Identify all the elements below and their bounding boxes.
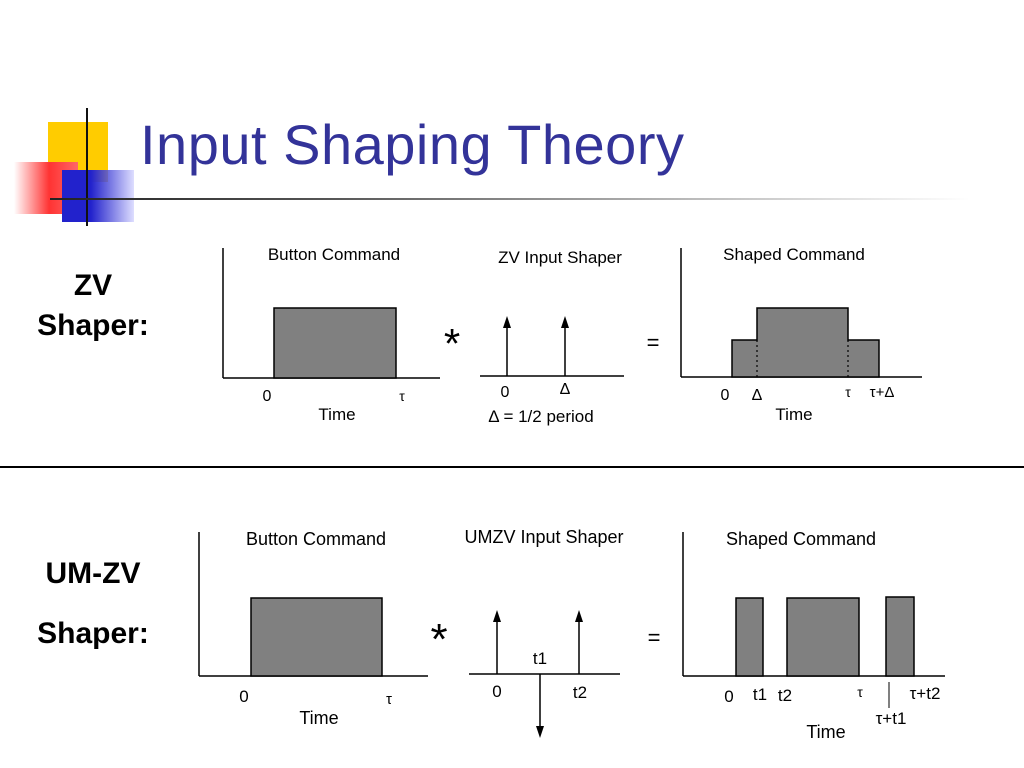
umzv-shaped-tick-t1: t1 bbox=[753, 685, 767, 704]
zv-shaped-xlabel: Time bbox=[775, 405, 812, 424]
zv-convolve-symbol: * bbox=[444, 320, 460, 367]
umzv-button-pulse bbox=[250, 597, 383, 677]
zv-button-command-title: Button Command bbox=[268, 245, 400, 264]
umzv-shaped-tick-tau-t2: τ+t2 bbox=[910, 684, 941, 703]
umzv-shaper-label: UM-ZV Shaper: bbox=[20, 554, 166, 654]
umzv-button-command-title: Button Command bbox=[246, 529, 386, 549]
umzv-button-tick-end: τ bbox=[386, 691, 392, 708]
umzv-impulse-t2-arrowhead bbox=[575, 610, 583, 622]
slide-title: Input Shaping Theory bbox=[140, 113, 685, 176]
zv-button-pulse bbox=[273, 307, 397, 379]
zv-equals-symbol: = bbox=[647, 330, 660, 355]
title-underline bbox=[50, 198, 970, 200]
zv-label-line2: Shaper: bbox=[37, 309, 149, 342]
zv-button-tick-end: τ bbox=[399, 388, 405, 404]
zv-shaped-tick-0: 0 bbox=[721, 387, 730, 404]
umzv-shaped-pulse-1 bbox=[735, 597, 764, 677]
umzv-input-shaper-plot: UMZV Input Shaper t1 0 t2 bbox=[464, 527, 624, 738]
umzv-shaped-pulse-3 bbox=[885, 596, 915, 677]
umzv-button-command-plot: Button Command 0 τ Time bbox=[198, 529, 428, 728]
zv-shaped-staircase bbox=[731, 307, 880, 378]
zv-button-command-plot: Button Command 0 τ Time bbox=[222, 245, 440, 424]
umzv-shaped-tick-tau: τ bbox=[857, 684, 863, 700]
umzv-shaped-title: Shaped Command bbox=[726, 529, 876, 549]
zv-input-shaper-plot: ZV Input Shaper 0 Δ Δ = 1/2 period bbox=[480, 248, 624, 426]
umzv-shaped-tick-t2: t2 bbox=[778, 686, 792, 705]
umzv-shaped-command-plot: Shaped Command 0 t1 t2 τ τ+t2 τ+t1 Time bbox=[682, 529, 945, 742]
zv-button-tick-start: 0 bbox=[263, 388, 272, 405]
zv-shaper-tick-0: 0 bbox=[501, 384, 510, 401]
umzv-label-line2: Shaper: bbox=[37, 617, 149, 650]
umzv-convolve-symbol: * bbox=[430, 615, 447, 664]
zv-shaped-title: Shaped Command bbox=[723, 245, 865, 264]
zv-shaper-tick-delta: Δ bbox=[560, 381, 571, 398]
zv-label-line1: ZV bbox=[73, 269, 113, 302]
section-divider bbox=[0, 466, 1024, 468]
zv-shaped-tick-delta: Δ bbox=[752, 387, 763, 404]
umzv-button-tick-start: 0 bbox=[239, 687, 248, 706]
zv-button-xlabel: Time bbox=[318, 405, 355, 424]
decor-vertical-line bbox=[86, 108, 88, 226]
zv-shaped-tick-tau: τ bbox=[845, 384, 851, 400]
umzv-shaper-tick-t2: t2 bbox=[573, 683, 587, 702]
zv-shaped-command-plot: Shaped Command 0 Δ τ τ+Δ Time bbox=[680, 245, 922, 424]
umzv-button-xlabel: Time bbox=[299, 708, 338, 728]
zv-impulse-delta-arrowhead bbox=[561, 316, 569, 328]
umzv-shaper-tick-t1: t1 bbox=[533, 649, 547, 668]
umzv-impulse-t1-arrowhead bbox=[536, 726, 544, 738]
umzv-shaped-xlabel: Time bbox=[806, 722, 845, 742]
umzv-impulse-0-arrowhead bbox=[493, 610, 501, 622]
umzv-shaped-pulse-2 bbox=[786, 597, 860, 677]
umzv-shaped-tick-0: 0 bbox=[724, 687, 733, 706]
zv-shaper-title: ZV Input Shaper bbox=[498, 248, 622, 267]
umzv-diagram: Button Command 0 τ Time * UMZV Input Sha… bbox=[198, 527, 945, 742]
zv-shaped-tick-tau-delta: τ+Δ bbox=[870, 384, 895, 401]
umzv-label-line1: UM-ZV bbox=[45, 557, 141, 590]
decor-blue-square bbox=[62, 170, 134, 222]
umzv-shaped-tick-tau-t1: τ+t1 bbox=[876, 709, 907, 728]
zv-diagram: Button Command 0 τ Time * ZV Input Shape… bbox=[222, 245, 922, 426]
zv-shaper-label: ZV Shaper: bbox=[20, 266, 166, 346]
umzv-shaper-title: UMZV Input Shaper bbox=[464, 527, 623, 547]
umzv-equals-symbol: = bbox=[648, 625, 661, 650]
umzv-shaper-tick-0: 0 bbox=[492, 682, 501, 701]
zv-impulse-0-arrowhead bbox=[503, 316, 511, 328]
zv-shaper-note: Δ = 1/2 period bbox=[488, 407, 593, 426]
